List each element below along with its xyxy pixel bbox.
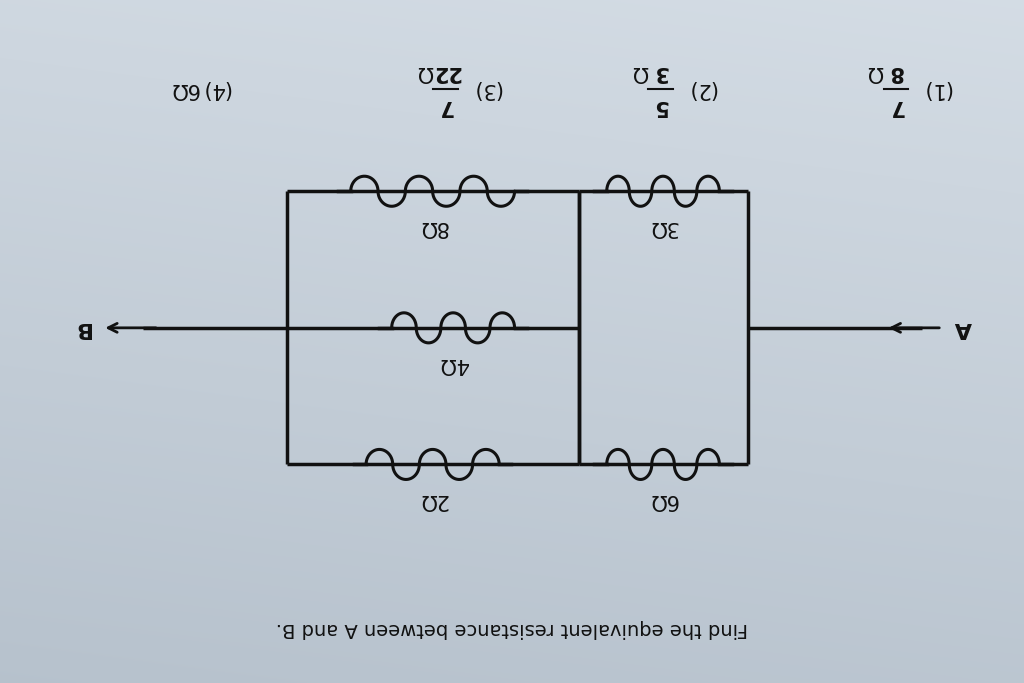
Text: Ω: Ω <box>417 61 433 82</box>
Text: B: B <box>73 318 90 338</box>
Text: Ω: Ω <box>632 61 648 82</box>
Text: 7: 7 <box>889 96 903 116</box>
Text: 2Ω: 2Ω <box>418 490 447 510</box>
Text: 8Ω: 8Ω <box>418 217 447 237</box>
Text: 6Ω: 6Ω <box>170 79 199 99</box>
Text: 4Ω: 4Ω <box>438 354 468 374</box>
Text: 5: 5 <box>653 96 668 116</box>
Text: 3: 3 <box>653 61 668 82</box>
Text: (1): (1) <box>923 79 951 99</box>
Text: Ω: Ω <box>867 61 884 82</box>
Text: A: A <box>954 318 972 338</box>
Text: (4): (4) <box>201 79 229 99</box>
Text: 8: 8 <box>889 61 903 82</box>
Text: 6Ω: 6Ω <box>648 490 678 510</box>
Text: (2): (2) <box>687 79 716 99</box>
Text: Find the equivalent resistance between A and B.: Find the equivalent resistance between A… <box>275 619 749 638</box>
Text: (3): (3) <box>472 79 501 99</box>
Text: 3Ω: 3Ω <box>648 217 678 237</box>
Text: 7: 7 <box>438 96 453 116</box>
Text: 22: 22 <box>431 61 460 82</box>
